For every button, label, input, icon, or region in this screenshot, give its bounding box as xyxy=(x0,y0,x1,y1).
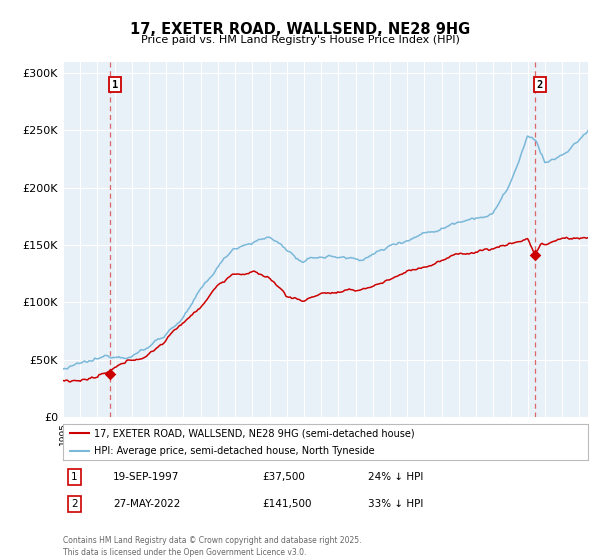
Text: £141,500: £141,500 xyxy=(263,500,312,509)
Text: Price paid vs. HM Land Registry's House Price Index (HPI): Price paid vs. HM Land Registry's House … xyxy=(140,35,460,45)
Text: 27-MAY-2022: 27-MAY-2022 xyxy=(113,500,180,509)
Text: 19-SEP-1997: 19-SEP-1997 xyxy=(113,472,179,482)
Text: HPI: Average price, semi-detached house, North Tyneside: HPI: Average price, semi-detached house,… xyxy=(95,446,375,456)
Text: 1: 1 xyxy=(112,80,118,90)
Point xyxy=(105,370,115,379)
Text: 24% ↓ HPI: 24% ↓ HPI xyxy=(367,472,423,482)
Text: 2: 2 xyxy=(71,500,78,509)
Text: £37,500: £37,500 xyxy=(263,472,305,482)
Text: 1: 1 xyxy=(71,472,78,482)
Text: 17, EXETER ROAD, WALLSEND, NE28 9HG: 17, EXETER ROAD, WALLSEND, NE28 9HG xyxy=(130,22,470,38)
Text: Contains HM Land Registry data © Crown copyright and database right 2025.
This d: Contains HM Land Registry data © Crown c… xyxy=(63,536,361,557)
Text: 33% ↓ HPI: 33% ↓ HPI xyxy=(367,500,423,509)
Point xyxy=(530,250,539,259)
Text: 2: 2 xyxy=(536,80,543,90)
Text: 17, EXETER ROAD, WALLSEND, NE28 9HG (semi-detached house): 17, EXETER ROAD, WALLSEND, NE28 9HG (sem… xyxy=(95,428,415,438)
